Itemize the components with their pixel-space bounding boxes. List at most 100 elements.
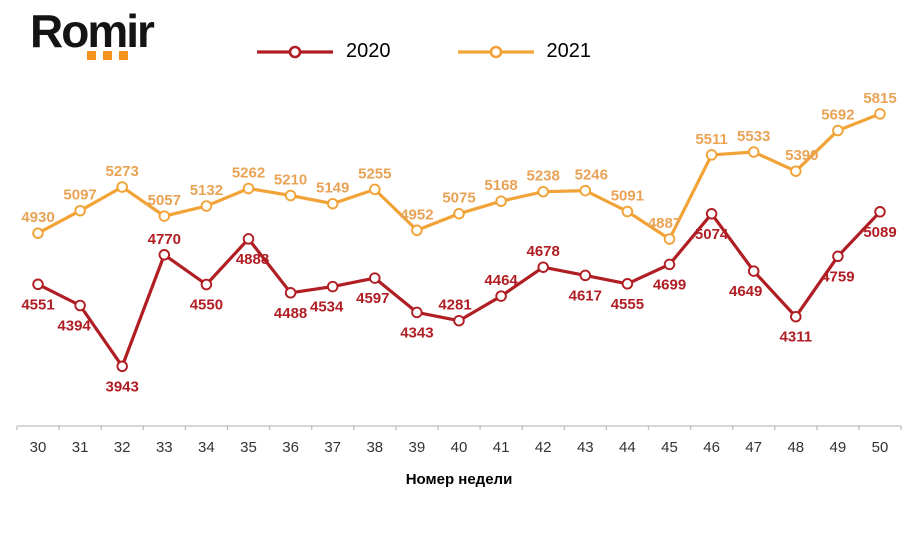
legend-label: 2021 [546, 40, 592, 62]
legend-item-2020: 2020 [256, 40, 391, 63]
x-tick-label: 35 [240, 439, 257, 456]
data-label: 4678 [527, 243, 560, 260]
data-label: 5246 [575, 167, 608, 184]
data-label: 4930 [21, 209, 54, 226]
x-tick-label: 37 [324, 439, 341, 456]
data-label: 4551 [21, 296, 54, 313]
data-point-marker [663, 233, 676, 245]
x-tick-label: 41 [493, 439, 510, 456]
romir-logo-text: Romir [30, 5, 155, 57]
data-point-marker [200, 200, 213, 212]
legend-label: 2020 [346, 40, 391, 62]
data-point-marker [32, 227, 44, 239]
data-label: 5390 [785, 147, 818, 164]
data-label: 5075 [442, 190, 475, 207]
x-tick-label: 49 [830, 439, 847, 456]
data-label: 4281 [438, 297, 471, 314]
x-tick-label: 42 [535, 439, 552, 456]
x-tick-label: 32 [114, 439, 131, 456]
data-label: 5815 [863, 90, 896, 107]
data-point-marker [74, 204, 86, 217]
data-point-marker [495, 290, 507, 302]
data-point-marker [579, 184, 592, 197]
data-label: 4394 [57, 318, 91, 335]
data-point-marker [326, 197, 339, 210]
x-tick-label: 39 [409, 439, 426, 456]
x-tick-label: 34 [198, 439, 215, 456]
data-label: 4888 [236, 251, 269, 268]
x-tick-label: 33 [156, 439, 173, 456]
x-tick-label: 45 [661, 439, 678, 456]
x-tick-label: 44 [619, 439, 636, 456]
data-label: 5533 [737, 128, 770, 145]
data-label: 4488 [274, 305, 307, 322]
data-point-marker [453, 314, 465, 327]
data-label: 5132 [190, 182, 223, 199]
data-point-marker [158, 210, 171, 222]
data-point-marker [790, 165, 802, 177]
chart-legend: 2020 2021 [256, 40, 591, 63]
legend-line-marker-icon [457, 45, 534, 58]
logo-dot-icon [103, 51, 112, 60]
legend-line-marker-icon [257, 45, 333, 58]
x-tick-label: 43 [577, 439, 594, 456]
data-point-marker [495, 195, 507, 207]
data-label: 5091 [611, 188, 644, 205]
data-point-marker [242, 233, 255, 245]
data-point-marker [874, 108, 886, 120]
data-label: 5057 [148, 192, 181, 209]
data-label: 5255 [358, 165, 391, 182]
data-label: 4649 [729, 283, 762, 300]
data-point-marker [411, 224, 423, 237]
data-label: 4555 [611, 296, 644, 313]
data-label: 4759 [821, 268, 854, 285]
data-point-marker [747, 146, 760, 158]
x-tick-label: 47 [745, 439, 762, 456]
data-label: 5210 [274, 172, 307, 189]
data-label: 4343 [400, 324, 433, 341]
data-point-marker [158, 249, 171, 261]
data-point-marker [621, 278, 634, 290]
data-point-marker [116, 360, 128, 373]
x-tick-label: 31 [72, 439, 89, 456]
data-label: 4534 [310, 299, 344, 316]
data-label: 3943 [106, 378, 139, 395]
x-tick-label: 38 [366, 439, 383, 456]
data-label: 5511 [695, 131, 728, 148]
data-point-marker [832, 124, 844, 137]
x-axis: 30 31 32 33 34 35 36 37 38 39 40 41 42 43 44 45 46 47 48 49… [16, 425, 902, 456]
data-label: 4887 [648, 215, 681, 232]
data-label: 5238 [527, 168, 560, 185]
data-label: 5262 [232, 165, 265, 182]
data-point-marker [621, 205, 634, 218]
x-tick-label: 50 [872, 439, 889, 456]
data-point-marker [579, 269, 592, 282]
data-label: 5692 [821, 107, 854, 124]
data-point-marker [747, 265, 760, 277]
romir-logo: Romir [30, 5, 155, 60]
data-label: 4699 [653, 276, 686, 293]
data-label: 4952 [400, 206, 433, 223]
data-label: 5149 [316, 180, 349, 197]
data-point-marker [832, 250, 844, 263]
data-label: 4550 [190, 297, 223, 314]
romir-logo-dots-icon [87, 51, 153, 60]
data-label: 4311 [780, 329, 813, 346]
data-point-marker [453, 207, 465, 220]
x-axis-title: Номер недели [406, 471, 513, 488]
data-point-marker [705, 208, 718, 220]
data-point-marker [116, 181, 128, 193]
x-tick-label: 40 [451, 439, 468, 456]
legend-item-2021: 2021 [457, 40, 592, 63]
data-label: 4770 [148, 231, 181, 248]
data-label: 5168 [484, 177, 517, 194]
data-point-marker [32, 278, 44, 291]
data-label: 4597 [356, 290, 389, 307]
data-point-marker [242, 182, 255, 195]
x-tick-label: 30 [30, 439, 47, 456]
data-point-marker [411, 306, 423, 319]
data-point-marker [369, 272, 381, 284]
